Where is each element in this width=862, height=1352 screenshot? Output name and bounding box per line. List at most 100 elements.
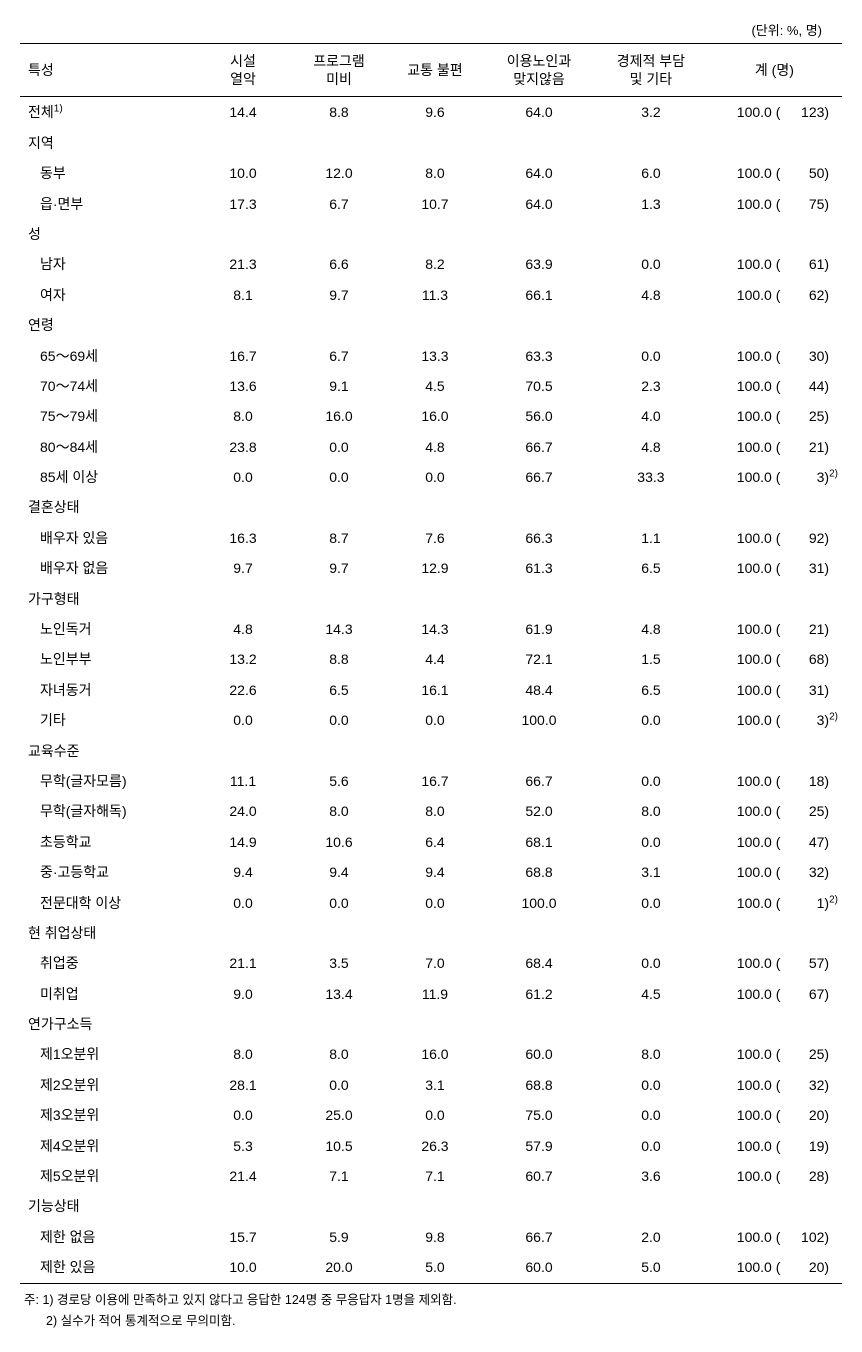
- table-row: 70～74세13.69.14.570.52.3100.0 ( 44): [20, 371, 842, 401]
- value-cell: 24.0: [195, 796, 291, 826]
- value-cell: 9.0: [195, 979, 291, 1009]
- value-cell: 0.0: [595, 827, 707, 857]
- value-cell: 6.4: [387, 827, 483, 857]
- total-cell: 100.0 ( 1)2): [707, 888, 842, 918]
- table-row: 기능상태: [20, 1191, 842, 1221]
- table-row: 결혼상태: [20, 492, 842, 522]
- value-cell: 4.8: [595, 280, 707, 310]
- table-row: 중·고등학교9.49.49.468.83.1100.0 ( 32): [20, 857, 842, 887]
- value-cell: 64.0: [483, 189, 595, 219]
- count-value: 25: [780, 405, 824, 427]
- row-label: 배우자 있음: [20, 523, 195, 553]
- table-row: 지역: [20, 128, 842, 158]
- value-cell: 0.0: [291, 888, 387, 918]
- value-cell: 11.9: [387, 979, 483, 1009]
- value-cell: 10.7: [387, 189, 483, 219]
- value-cell: 6.7: [291, 341, 387, 371]
- section-label: 현 취업상태: [20, 918, 195, 948]
- empty-cell: [595, 128, 707, 158]
- row-label: 전문대학 이상: [20, 888, 195, 918]
- empty-cell: [707, 310, 842, 340]
- count-value: 3: [780, 466, 824, 488]
- total-cell: 100.0 ( 3)2): [707, 705, 842, 735]
- empty-cell: [595, 584, 707, 614]
- empty-cell: [483, 584, 595, 614]
- value-cell: 6.5: [291, 675, 387, 705]
- value-cell: 8.0: [595, 1039, 707, 1069]
- empty-cell: [387, 736, 483, 766]
- value-cell: 13.6: [195, 371, 291, 401]
- value-cell: 0.0: [195, 705, 291, 735]
- value-cell: 6.5: [595, 675, 707, 705]
- row-label: 70～74세: [20, 371, 195, 401]
- row-label: 여자: [20, 280, 195, 310]
- table-row: 제1오분위8.08.016.060.08.0100.0 ( 25): [20, 1039, 842, 1069]
- value-cell: 0.0: [595, 1131, 707, 1161]
- count-value: 47: [780, 831, 824, 853]
- total-cell: 100.0 ( 20): [707, 1252, 842, 1283]
- total-cell: 100.0 ( 30): [707, 341, 842, 371]
- value-cell: 21.1: [195, 948, 291, 978]
- value-cell: 2.3: [595, 371, 707, 401]
- empty-cell: [387, 219, 483, 249]
- table-row: 제한 없음15.75.99.866.72.0100.0 (102): [20, 1222, 842, 1252]
- footnote-2: 2) 실수가 적어 통계적으로 무의미함.: [24, 1311, 842, 1332]
- empty-cell: [291, 1191, 387, 1221]
- row-label: 85세 이상: [20, 462, 195, 492]
- value-cell: 14.4: [195, 97, 291, 128]
- value-cell: 100.0: [483, 888, 595, 918]
- header-total: 계 (명): [707, 44, 842, 97]
- count-value: 31: [780, 557, 824, 579]
- value-cell: 5.9: [291, 1222, 387, 1252]
- row-label: 제5오분위: [20, 1161, 195, 1191]
- value-cell: 10.5: [291, 1131, 387, 1161]
- unit-label: (단위: %, 명): [20, 20, 842, 39]
- empty-cell: [483, 736, 595, 766]
- table-row: 제4오분위5.310.526.357.90.0100.0 ( 19): [20, 1131, 842, 1161]
- value-cell: 14.3: [387, 614, 483, 644]
- count-value: 123: [780, 101, 824, 123]
- count-value: 19: [780, 1135, 824, 1157]
- value-cell: 9.7: [291, 553, 387, 583]
- row-label: 동부: [20, 158, 195, 188]
- value-cell: 33.3: [595, 462, 707, 492]
- empty-cell: [707, 736, 842, 766]
- value-cell: 9.7: [195, 553, 291, 583]
- value-cell: 4.4: [387, 644, 483, 674]
- empty-cell: [707, 128, 842, 158]
- table-row: 초등학교14.910.66.468.10.0100.0 ( 47): [20, 827, 842, 857]
- table-row: 노인부부13.28.84.472.11.5100.0 ( 68): [20, 644, 842, 674]
- value-cell: 4.5: [595, 979, 707, 1009]
- empty-cell: [291, 219, 387, 249]
- total-cell: 100.0 ( 75): [707, 189, 842, 219]
- count-value: 25: [780, 1043, 824, 1065]
- footnote-prefix: 주:: [24, 1293, 39, 1307]
- empty-cell: [387, 1191, 483, 1221]
- total-cell: 100.0 (102): [707, 1222, 842, 1252]
- row-label-sup: 1): [54, 104, 63, 115]
- value-cell: 66.7: [483, 766, 595, 796]
- value-cell: 8.0: [387, 796, 483, 826]
- empty-cell: [595, 219, 707, 249]
- total-cell: 100.0 ( 67): [707, 979, 842, 1009]
- value-cell: 0.0: [595, 1100, 707, 1130]
- value-cell: 16.0: [291, 401, 387, 431]
- value-cell: 4.0: [595, 401, 707, 431]
- value-cell: 9.4: [387, 857, 483, 887]
- footnote-1-text: 1) 경로당 이용에 만족하고 있지 않다고 응답한 124명 중 무응답자 1…: [42, 1293, 456, 1307]
- header-col4: 이용노인과맞지않음: [483, 44, 595, 97]
- total-cell: 100.0 ( 3)2): [707, 462, 842, 492]
- empty-cell: [387, 1009, 483, 1039]
- count-value: 62: [780, 284, 824, 306]
- value-cell: 16.7: [387, 766, 483, 796]
- value-cell: 25.0: [291, 1100, 387, 1130]
- value-cell: 16.0: [387, 401, 483, 431]
- value-cell: 4.8: [595, 614, 707, 644]
- total-cell: 100.0 ( 32): [707, 1070, 842, 1100]
- value-cell: 12.0: [291, 158, 387, 188]
- total-sup: 2): [829, 468, 838, 479]
- total-cell: 100.0 ( 18): [707, 766, 842, 796]
- empty-cell: [195, 492, 291, 522]
- value-cell: 60.7: [483, 1161, 595, 1191]
- value-cell: 28.1: [195, 1070, 291, 1100]
